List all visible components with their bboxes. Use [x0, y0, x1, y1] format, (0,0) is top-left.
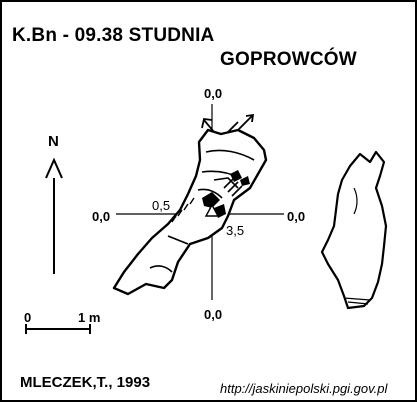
scale-bar-end-label: 1 m: [78, 310, 101, 325]
scale-bar: [25, 324, 91, 334]
north-arrow-label: N: [48, 133, 59, 150]
north-arrow-icon: [45, 157, 63, 274]
cave-name-title: GOPROWCÓW: [220, 49, 357, 70]
step-ticks: [171, 197, 195, 223]
elevation-right-label: 0,0: [287, 209, 306, 224]
author-credit: MLECZEK,T., 1993: [20, 374, 151, 391]
survey-code-title: K.Bn - 09.38 STUDNIA: [12, 25, 215, 46]
cave-plan-details: [149, 149, 255, 273]
elevation-depth-label: 3,5: [226, 223, 245, 238]
scale-bar-start-label: 0: [24, 310, 32, 325]
cave-plan-outline: [112, 128, 268, 296]
cross-section-profile: [320, 150, 388, 310]
cross-section-details: [343, 187, 371, 305]
elevation-left-label: 0,0: [92, 209, 111, 224]
elevation-entrance-label: 0,5: [152, 198, 171, 213]
entrance-arrows-icon: [201, 113, 255, 133]
source-url: http://jaskiniepolski.pgi.gov.pl: [220, 381, 388, 396]
survey-station-icon: [204, 203, 220, 217]
elevation-top-label: 0,0: [204, 86, 223, 101]
elevation-bottom-label: 0,0: [204, 307, 223, 322]
